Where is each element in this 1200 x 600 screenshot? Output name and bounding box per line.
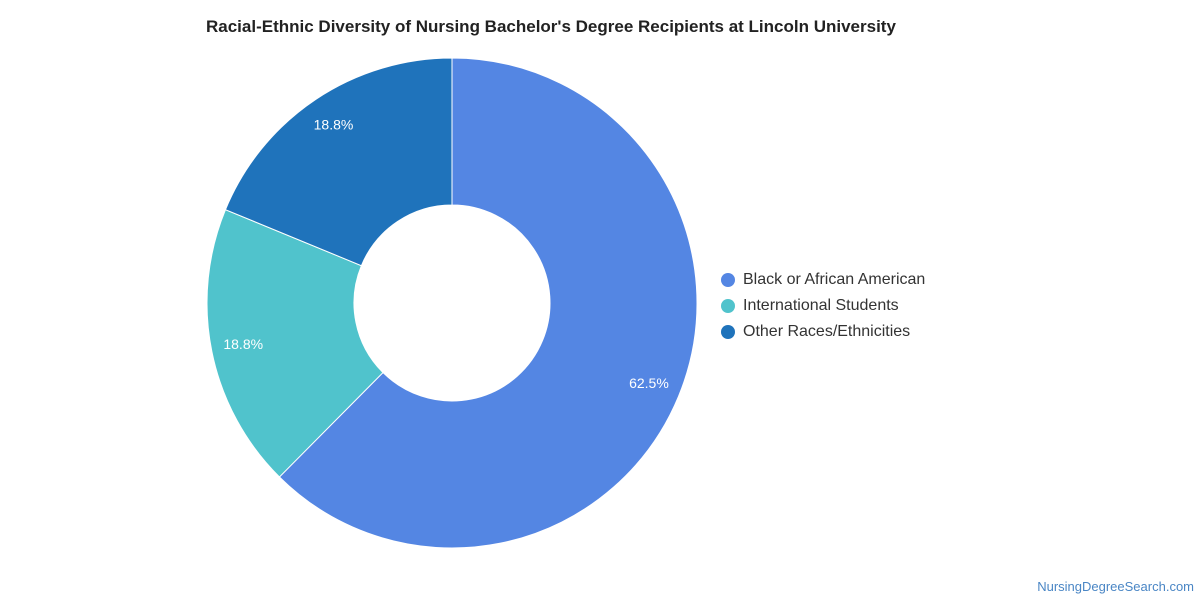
chart-legend: Black or African American International … <box>721 267 925 345</box>
legend-label: Other Races/Ethnicities <box>743 323 911 340</box>
donut-slice-black-or-african-american[interactable] <box>278 57 698 549</box>
donut-slice-other-races-ethnicities[interactable] <box>224 57 453 267</box>
chart-title: Racial-Ethnic Diversity of Nursing Bache… <box>206 17 896 36</box>
legend-item-other-races-ethnicities[interactable]: Other Races/Ethnicities <box>721 319 925 345</box>
slice-value-label: 18.8% <box>314 117 354 133</box>
watermark-link[interactable]: NursingDegreeSearch.com <box>1037 579 1194 594</box>
slice-value-label: 62.5% <box>629 375 669 391</box>
legend-label: Black or African American <box>743 271 926 288</box>
legend-item-black-or-african-american[interactable]: Black or African American <box>721 267 925 293</box>
slice-value-label: 18.8% <box>223 336 263 352</box>
legend-swatch-icon <box>721 273 735 287</box>
legend-swatch-icon <box>721 325 735 339</box>
donut-slice-international-students[interactable] <box>206 209 384 478</box>
legend-item-international-students[interactable]: International Students <box>721 293 925 319</box>
legend-label: International Students <box>743 297 899 314</box>
legend-swatch-icon <box>721 299 735 313</box>
